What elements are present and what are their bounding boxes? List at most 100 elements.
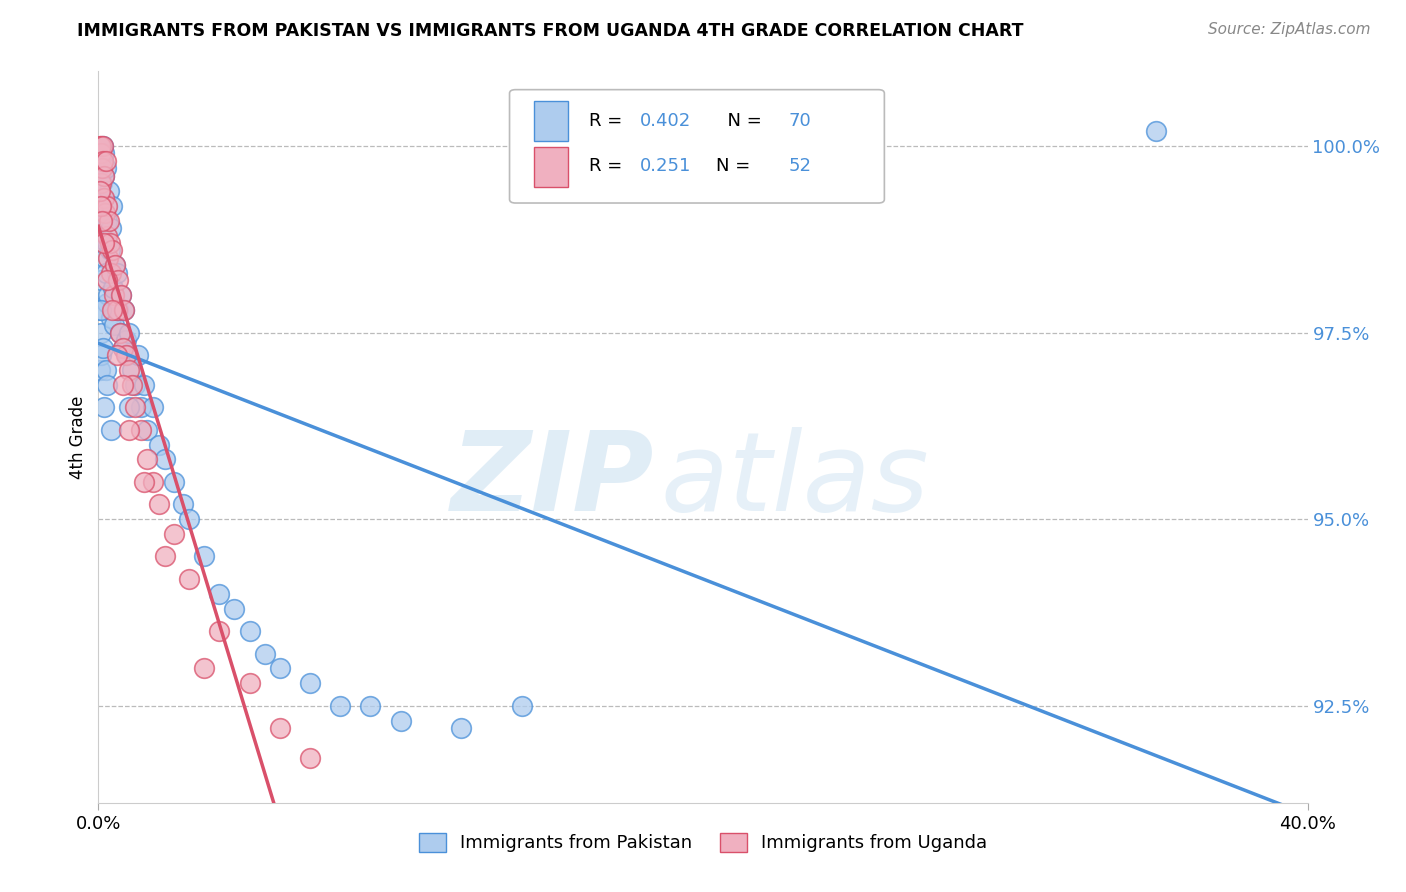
Point	[96, 273, 118, 287]
Point	[90, 326, 112, 340]
Point	[101, 303, 124, 318]
Point	[132, 377, 155, 392]
Point	[239, 624, 262, 639]
Point	[193, 549, 215, 564]
Point	[91, 341, 114, 355]
Point	[135, 452, 157, 467]
Point	[100, 423, 122, 437]
Point	[98, 235, 121, 250]
Point	[1146, 124, 1168, 138]
Point	[101, 281, 124, 295]
Point	[104, 259, 127, 273]
Point	[93, 191, 115, 205]
Y-axis label: 4th Grade: 4th Grade	[69, 395, 87, 479]
Point	[89, 139, 111, 153]
Point	[118, 326, 141, 340]
Text: R =: R =	[589, 158, 634, 176]
Point	[90, 303, 112, 318]
Point	[163, 475, 186, 489]
Point	[91, 177, 114, 191]
Point	[127, 348, 149, 362]
Point	[89, 184, 111, 198]
Point	[93, 235, 115, 250]
Point	[91, 139, 114, 153]
Point	[299, 751, 322, 765]
Point	[90, 177, 112, 191]
Point	[153, 549, 176, 564]
Text: N =: N =	[716, 158, 756, 176]
Point	[111, 341, 134, 355]
Point	[121, 377, 143, 392]
Point	[112, 303, 135, 318]
Point	[153, 452, 176, 467]
Point	[90, 199, 112, 213]
Point	[329, 698, 352, 713]
Point	[129, 423, 152, 437]
Point	[104, 259, 127, 273]
Text: 0.402: 0.402	[640, 112, 692, 130]
FancyBboxPatch shape	[509, 90, 884, 203]
Point	[94, 266, 117, 280]
Point	[172, 497, 194, 511]
Point	[118, 401, 141, 415]
Point	[129, 401, 152, 415]
Point	[239, 676, 262, 690]
Point	[91, 153, 114, 168]
Point	[110, 288, 132, 302]
Point	[93, 206, 115, 220]
Point	[105, 348, 128, 362]
Legend: Immigrants from Pakistan, Immigrants from Uganda: Immigrants from Pakistan, Immigrants fro…	[412, 826, 994, 860]
Point	[100, 266, 122, 280]
Point	[389, 714, 412, 728]
Point	[93, 401, 115, 415]
Point	[98, 244, 121, 258]
Point	[193, 661, 215, 675]
Point	[96, 199, 118, 213]
Point	[89, 363, 111, 377]
Bar	[534, 146, 568, 187]
Point	[450, 721, 472, 735]
Point	[132, 475, 155, 489]
Point	[108, 326, 131, 340]
Point	[224, 601, 246, 615]
Point	[91, 228, 114, 243]
Point	[114, 348, 136, 362]
Point	[163, 527, 186, 541]
Point	[96, 228, 118, 243]
Point	[112, 303, 135, 318]
Point	[96, 213, 118, 227]
Text: Source: ZipAtlas.com: Source: ZipAtlas.com	[1208, 22, 1371, 37]
Point	[179, 572, 201, 586]
Point	[105, 266, 128, 280]
Point	[90, 273, 112, 287]
Point	[105, 303, 128, 318]
Point	[124, 377, 146, 392]
Point	[98, 184, 121, 198]
Point	[94, 206, 117, 220]
Text: IMMIGRANTS FROM PAKISTAN VS IMMIGRANTS FROM UGANDA 4TH GRADE CORRELATION CHART: IMMIGRANTS FROM PAKISTAN VS IMMIGRANTS F…	[77, 22, 1024, 40]
Point	[360, 698, 382, 713]
Point	[97, 251, 120, 265]
Point	[96, 377, 118, 392]
Point	[299, 676, 322, 690]
Point	[269, 721, 291, 735]
Point	[97, 288, 120, 302]
Point	[94, 251, 117, 265]
Text: 0.251: 0.251	[640, 158, 692, 176]
Point	[91, 139, 114, 153]
Point	[142, 401, 165, 415]
Point	[90, 146, 112, 161]
Point	[208, 587, 231, 601]
Text: 52: 52	[789, 158, 811, 176]
Point	[96, 235, 118, 250]
Point	[111, 341, 134, 355]
Point	[103, 318, 125, 332]
Point	[107, 303, 129, 318]
Point	[269, 661, 291, 675]
Point	[118, 423, 141, 437]
Text: 70: 70	[789, 112, 811, 130]
Point	[94, 161, 117, 176]
Point	[148, 497, 170, 511]
Point	[253, 647, 276, 661]
Point	[124, 401, 146, 415]
